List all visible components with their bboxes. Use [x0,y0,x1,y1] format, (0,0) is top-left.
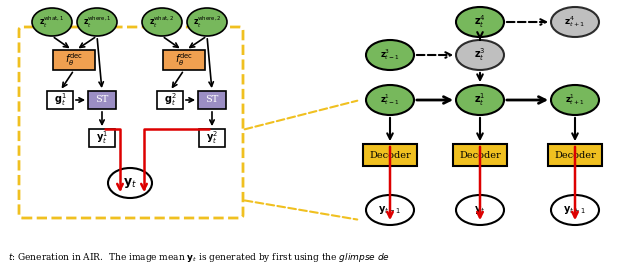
Text: Decoder: Decoder [459,150,501,159]
Ellipse shape [551,7,599,37]
Text: $\mathbf{g}_t^1$: $\mathbf{g}_t^1$ [54,92,67,109]
FancyBboxPatch shape [88,91,116,109]
Ellipse shape [456,85,504,115]
Text: $\mathbf{y}_t$: $\mathbf{y}_t$ [474,204,486,216]
Ellipse shape [456,7,504,37]
Text: $\mathbf{y}_t$: $\mathbf{y}_t$ [123,176,137,190]
Text: ST: ST [95,95,109,104]
Ellipse shape [366,85,414,115]
Text: $\mathbf{g}_t^2$: $\mathbf{g}_t^2$ [164,92,176,109]
Text: $\mathbf{z}_t^{\mathrm{where},1}$: $\mathbf{z}_t^{\mathrm{where},1}$ [83,14,111,30]
FancyBboxPatch shape [363,144,417,166]
Ellipse shape [77,8,117,36]
FancyBboxPatch shape [47,91,73,109]
Ellipse shape [187,8,227,36]
Text: $t$: Generation in AIR.  The image mean $\mathbf{y}_t$ is generated by first usi: $t$: Generation in AIR. The image mean $… [8,251,390,264]
Text: $\mathbf{z}_t^3$: $\mathbf{z}_t^3$ [474,47,486,63]
Ellipse shape [456,40,504,70]
Text: $\mathbf{z}_t^1$: $\mathbf{z}_t^1$ [474,92,486,109]
Text: $\mathbf{z}_{t+1}^4$: $\mathbf{z}_{t+1}^4$ [564,14,586,29]
Ellipse shape [551,195,599,225]
Ellipse shape [32,8,72,36]
Text: $\mathbf{z}_t^{\mathrm{what},2}$: $\mathbf{z}_t^{\mathrm{what},2}$ [149,14,175,30]
Text: $\mathbf{y}_t^1$: $\mathbf{y}_t^1$ [96,129,108,146]
FancyBboxPatch shape [453,144,507,166]
FancyBboxPatch shape [163,50,205,70]
Ellipse shape [551,85,599,115]
Text: $\mathbf{z}_{t-1}^3$: $\mathbf{z}_{t-1}^3$ [380,48,400,63]
Text: $f_\theta^{\mathrm{dec}}$: $f_\theta^{\mathrm{dec}}$ [65,52,83,68]
FancyBboxPatch shape [548,144,602,166]
Ellipse shape [366,40,414,70]
Ellipse shape [108,168,152,198]
Text: $\mathbf{z}_t^{\mathrm{where},2}$: $\mathbf{z}_t^{\mathrm{where},2}$ [193,14,221,30]
FancyBboxPatch shape [53,50,95,70]
FancyBboxPatch shape [89,129,115,147]
Text: Decoder: Decoder [369,150,411,159]
Ellipse shape [142,8,182,36]
FancyBboxPatch shape [198,91,226,109]
Text: $\mathbf{y}_t^2$: $\mathbf{y}_t^2$ [206,129,218,146]
Text: $\mathbf{y}_{t-1}$: $\mathbf{y}_{t-1}$ [378,204,401,216]
Text: $f_\theta^{\mathrm{dec}}$: $f_\theta^{\mathrm{dec}}$ [175,52,193,68]
FancyBboxPatch shape [157,91,183,109]
Text: Decoder: Decoder [554,150,596,159]
Text: ST: ST [205,95,219,104]
Text: $\mathbf{y}_{t+1}$: $\mathbf{y}_{t+1}$ [563,204,587,216]
Ellipse shape [366,195,414,225]
Text: $\mathbf{z}_{t-1}^1$: $\mathbf{z}_{t-1}^1$ [380,92,400,107]
Ellipse shape [456,195,504,225]
Text: $\mathbf{z}_{t+1}^1$: $\mathbf{z}_{t+1}^1$ [565,92,585,107]
Text: $\mathbf{z}_t^4$: $\mathbf{z}_t^4$ [474,14,486,30]
Text: $\mathbf{z}_t^{\mathrm{what},1}$: $\mathbf{z}_t^{\mathrm{what},1}$ [40,14,65,30]
FancyBboxPatch shape [199,129,225,147]
